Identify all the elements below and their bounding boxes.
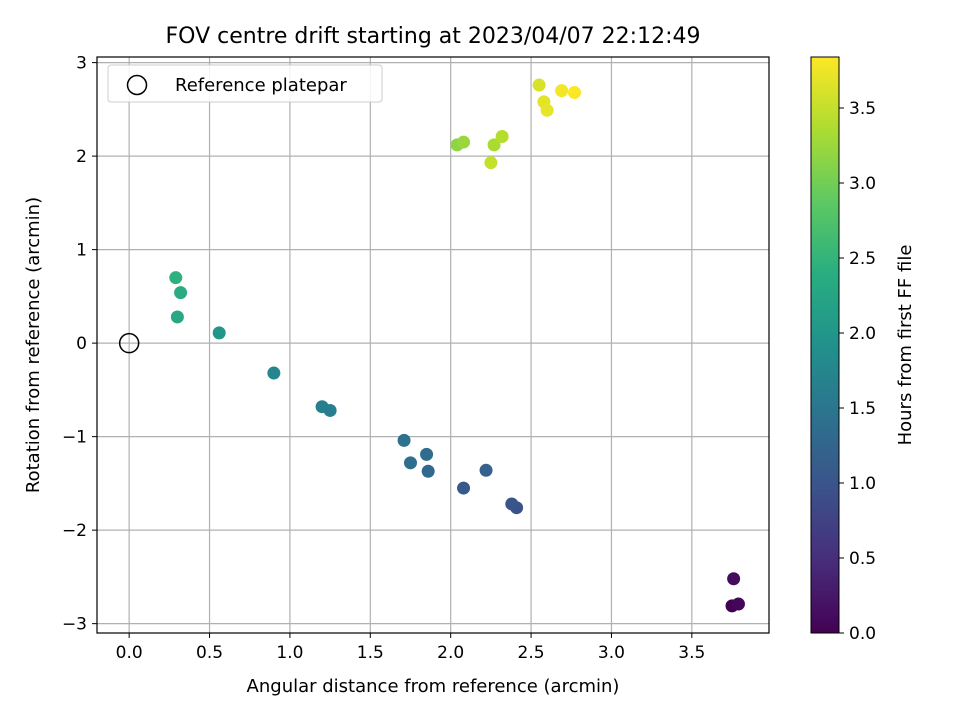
data-point	[457, 481, 471, 495]
y-tick-label: −3	[62, 615, 87, 635]
x-tick-label: 1.0	[276, 643, 303, 663]
data-point	[421, 464, 435, 478]
plot-frame	[96, 56, 770, 634]
colorbar-tick-label: 1.0	[849, 474, 876, 494]
data-point	[727, 572, 741, 586]
colorbar-tick-label: 1.5	[849, 399, 876, 419]
x-axis-ticks: 0.0 0.5 1.0 1.5 2.0 2.5 3.0 3.5	[116, 633, 705, 663]
reference-platepar-marker	[118, 332, 140, 354]
x-tick-label: 0.5	[196, 643, 223, 663]
colorbar-tick-label: 2.5	[849, 249, 876, 269]
data-point	[555, 84, 569, 98]
x-tick-label: 1.5	[357, 643, 384, 663]
data-point	[457, 135, 471, 149]
data-point	[532, 78, 546, 92]
x-tick-label: 0.0	[116, 643, 143, 663]
colorbar-ticks: 0.0 0.5 1.0 1.5 2.0 2.5 3.0 3.5	[839, 99, 876, 644]
y-axis-ticks: −3 −2 −1 0 1 2 3	[62, 54, 97, 635]
legend: Reference platepar	[107, 64, 383, 103]
y-tick-label: 2	[76, 147, 87, 167]
data-point	[505, 497, 519, 511]
y-axis-label: Rotation from reference (arcmin)	[23, 197, 44, 493]
data-point	[495, 129, 509, 143]
y-tick-label: −2	[62, 521, 87, 541]
colorbar-gradient	[810, 56, 840, 634]
data-point	[420, 447, 434, 461]
data-point	[487, 138, 501, 152]
colorbar-label: Hours from first FF file	[895, 245, 916, 446]
y-tick-label: 3	[76, 54, 87, 74]
data-point	[540, 103, 554, 117]
data-point	[174, 286, 188, 300]
colorbar-tick-label: 3.0	[849, 174, 876, 194]
x-tick-label: 2.0	[437, 643, 464, 663]
data-point	[397, 433, 411, 447]
data-point	[267, 366, 281, 380]
colorbar-tick-label: 0.0	[849, 624, 876, 644]
reference-marker-layer	[118, 332, 140, 354]
data-points	[169, 78, 745, 613]
x-tick-label: 3.0	[598, 643, 625, 663]
chart-title: FOV centre drift starting at 2023/04/07 …	[166, 24, 701, 49]
data-point	[170, 310, 184, 324]
colorbar-tick-label: 2.0	[849, 324, 876, 344]
y-tick-label: −1	[62, 428, 87, 448]
data-point	[403, 456, 417, 470]
data-point	[212, 326, 226, 340]
legend-box	[107, 64, 383, 103]
grid-lines	[97, 57, 769, 633]
data-point	[315, 400, 329, 414]
data-point	[567, 86, 581, 100]
x-tick-label: 2.5	[518, 643, 545, 663]
x-tick-label: 3.5	[678, 643, 705, 663]
x-axis-label: Angular distance from reference (arcmin)	[247, 676, 620, 697]
colorbar-tick-label: 3.5	[849, 99, 876, 119]
y-tick-label: 1	[76, 241, 87, 261]
y-tick-label: 0	[76, 334, 87, 354]
colorbar-tick-label: 0.5	[849, 549, 876, 569]
legend-entry-label: Reference platepar	[175, 75, 347, 96]
data-point	[479, 463, 493, 477]
data-point	[731, 597, 745, 611]
colorbar: 0.0 0.5 1.0 1.5 2.0 2.5 3.0 3.5 Hours from firs…	[810, 56, 916, 644]
data-point	[169, 271, 183, 285]
legend-marker-open-circle	[126, 74, 148, 96]
data-point	[484, 156, 498, 170]
